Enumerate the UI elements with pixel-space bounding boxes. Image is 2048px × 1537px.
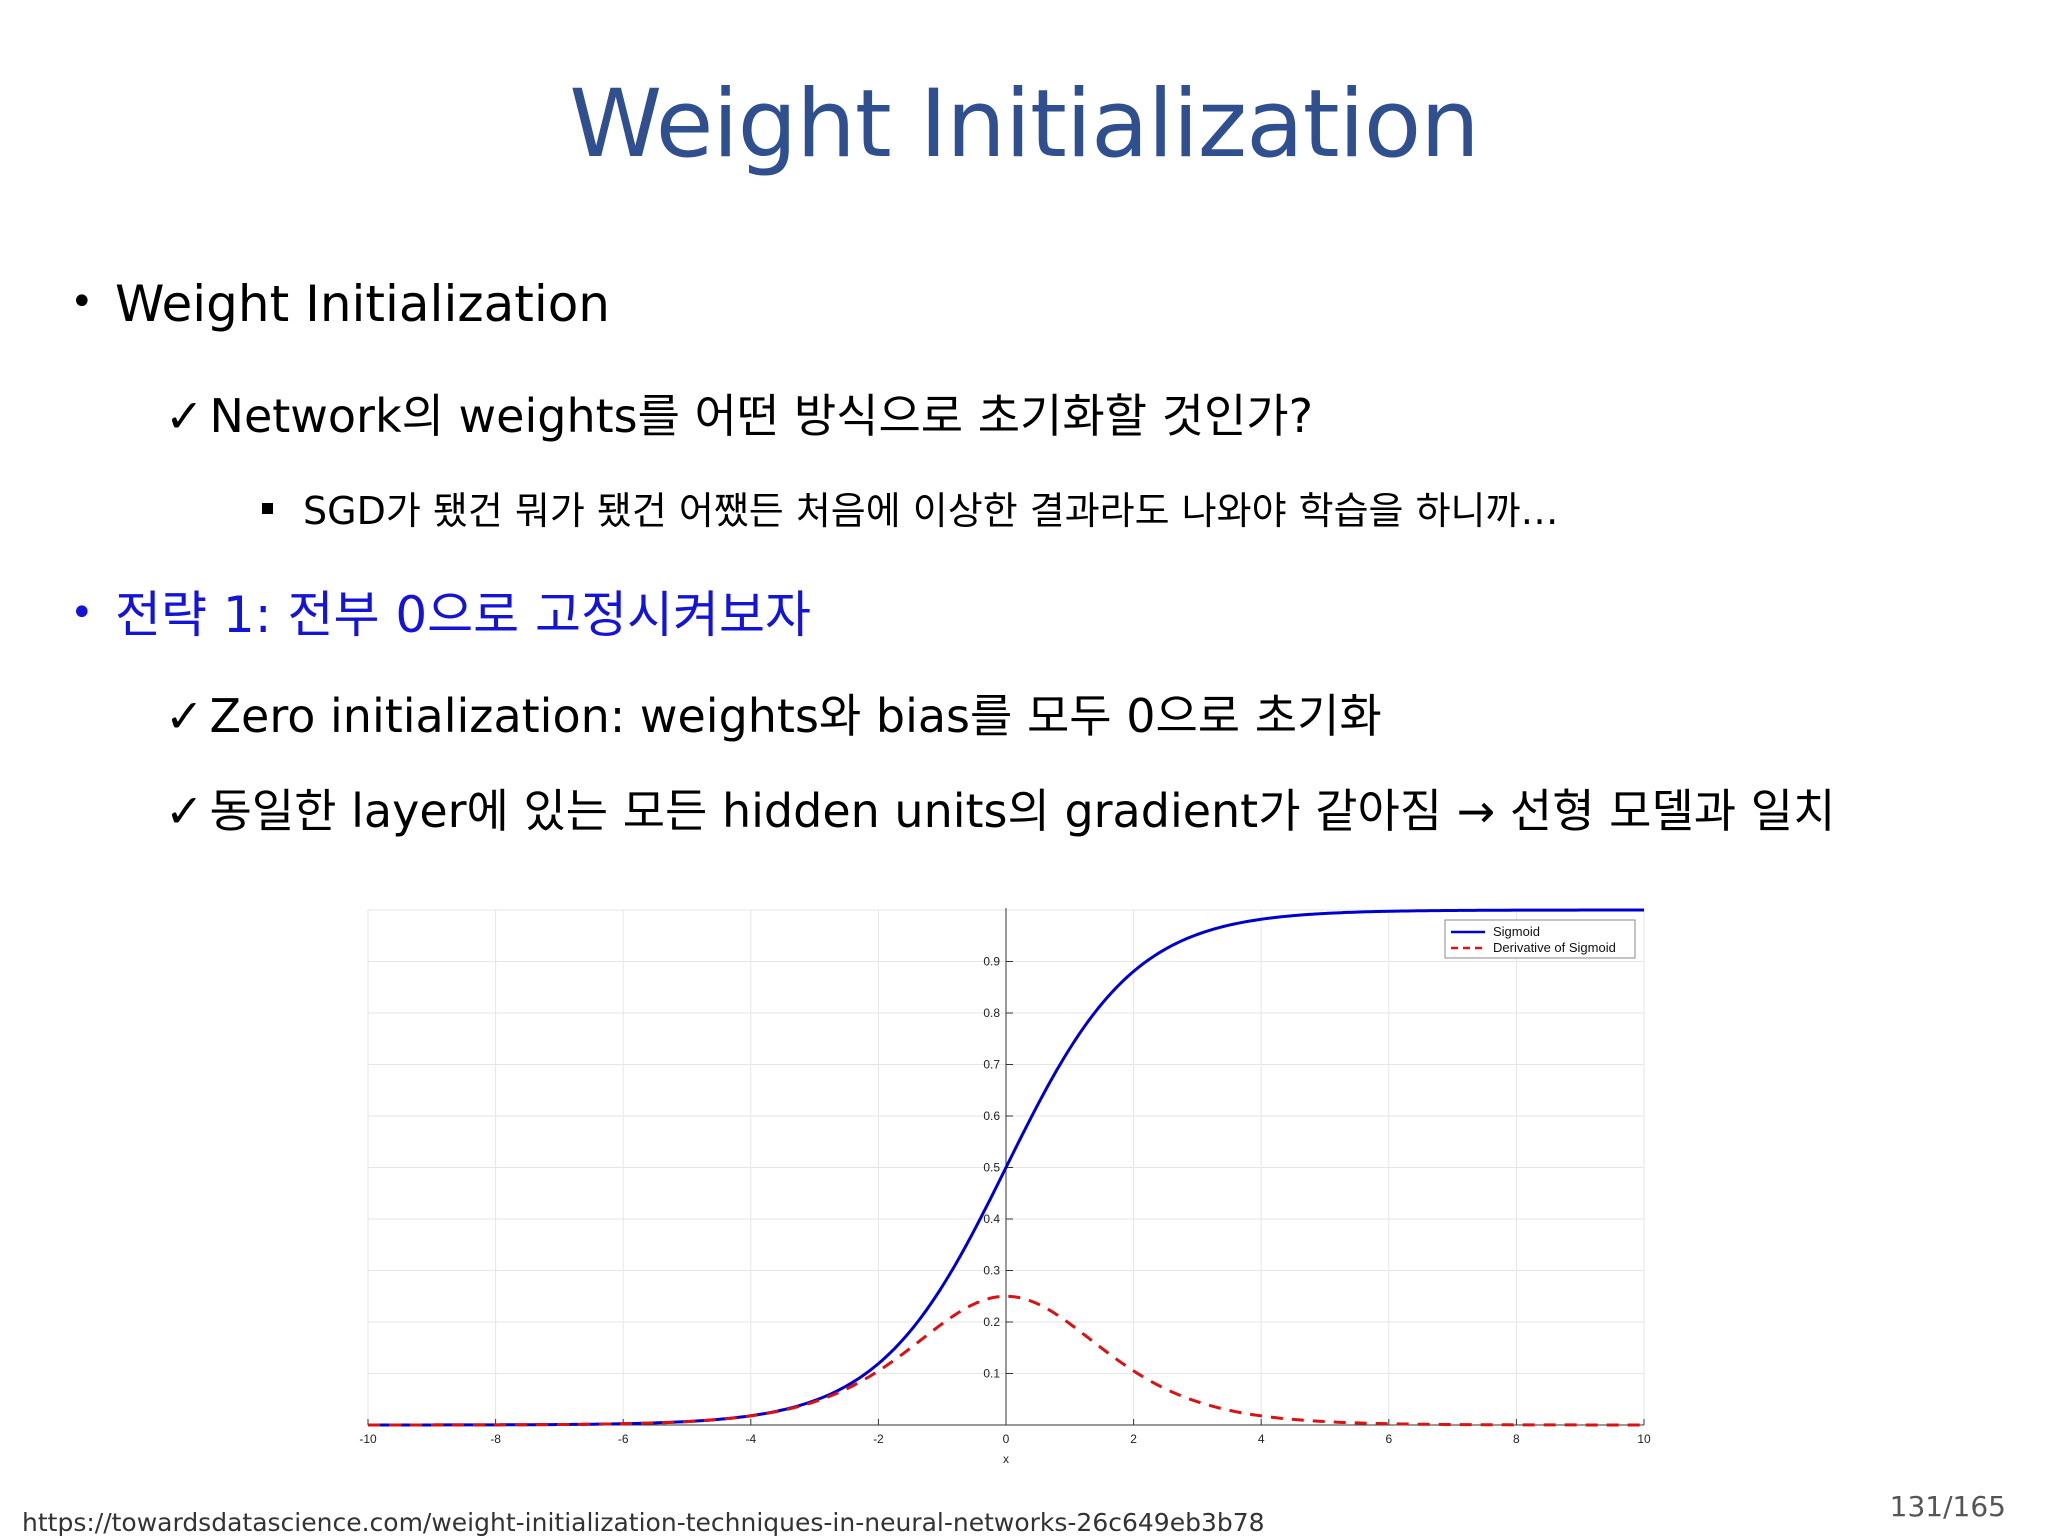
x-tick-label: 0 (1003, 1432, 1010, 1446)
y-tick-label: 0.4 (983, 1212, 1000, 1226)
check-icon: ✓ (165, 784, 204, 838)
slide-title: Weight Initialization (569, 70, 1480, 179)
chart-axes: -10 -8 -6 -4 -2 0 2 4 6 8 10 0.1 0.2 0.3 0.4 0.5 0.6 0.7 0… (359, 908, 1651, 1466)
subbullet-text: Zero initialization: weights와 bias를 모두 0… (209, 689, 1382, 743)
x-tick-label: -8 (490, 1432, 501, 1446)
subbullet-same-gradient: ✓ 동일한 layer에 있는 모든 hidden units의 gradient… (165, 775, 1835, 841)
subsubbullet-text: SGD가 됐건 뭐가 됐건 어쨌든 처음에 이상한 결과라도 나와야 학습을 하… (303, 489, 1559, 533)
bullet-text: Weight Initialization (115, 275, 610, 333)
check-icon: ✓ (165, 689, 204, 743)
x-tick-label: 10 (1637, 1432, 1651, 1446)
subsubbullet-sgd: SGD가 됐건 뭐가 됐건 어쨌든 처음에 이상한 결과라도 나와야 학습을 하… (262, 480, 1558, 535)
check-icon: ✓ (165, 389, 204, 443)
legend-entry: Derivative of Sigmoid (1493, 940, 1616, 955)
x-tick-label: -10 (359, 1432, 377, 1446)
bullet-text: 전략 1: 전부 0으로 고정시켜보자 (115, 586, 812, 644)
y-tick-label: 0.5 (983, 1161, 1000, 1175)
legend-box (1444, 919, 1636, 959)
bullet-strategy-1: • 전략 1: 전부 0으로 고정시켜보자 (70, 575, 811, 647)
bullet-dot: • (70, 279, 94, 325)
bullet-weight-initialization: • Weight Initialization (70, 275, 610, 333)
subbullet-network-weights: ✓ Network의 weights를 어떤 방식으로 초기화할 것인가? (165, 380, 1313, 446)
x-axis-label: x (1003, 1452, 1009, 1466)
y-tick-label: 0.3 (983, 1264, 1000, 1278)
chart-series (368, 908, 1644, 1427)
square-bullet-icon (262, 503, 273, 514)
x-tick-label: -2 (873, 1432, 884, 1446)
x-tick-label: 2 (1130, 1432, 1137, 1446)
x-tick-label: 6 (1385, 1432, 1392, 1446)
subbullet-text: Network의 weights를 어떤 방식으로 초기화할 것인가? (209, 389, 1313, 443)
source-url[interactable]: https://towardsdatascience.com/weight-in… (22, 1508, 1265, 1537)
y-tick-label: 0.9 (983, 955, 1000, 969)
subbullet-zero-init: ✓ Zero initialization: weights와 bias를 모두 … (165, 680, 1382, 746)
y-tick-label: 0.7 (983, 1058, 1000, 1072)
x-tick-label: 4 (1258, 1432, 1265, 1446)
y-tick-label: 0.8 (983, 1006, 1000, 1020)
x-tick-label: -6 (618, 1432, 629, 1446)
legend-entry: Sigmoid (1493, 924, 1540, 939)
x-tick-label: 8 (1513, 1432, 1520, 1446)
sigmoid-chart: -10 -8 -6 -4 -2 0 2 4 6 8 10 0.1 0.2 0.3 0.4 0.5 0.6 0.7 0… (359, 908, 1651, 1466)
x-tick-label: -4 (745, 1432, 756, 1446)
subbullet-text: 동일한 layer에 있는 모든 hidden units의 gradient가… (209, 784, 1836, 838)
y-tick-label: 0.2 (983, 1315, 1000, 1329)
y-tick-label: 0.1 (983, 1367, 1000, 1381)
page-number: 131/165 (1889, 1490, 2006, 1523)
series-line-derivative (368, 1294, 1644, 1427)
bullet-dot: • (70, 590, 94, 636)
y-tick-label: 0.6 (983, 1109, 1000, 1123)
